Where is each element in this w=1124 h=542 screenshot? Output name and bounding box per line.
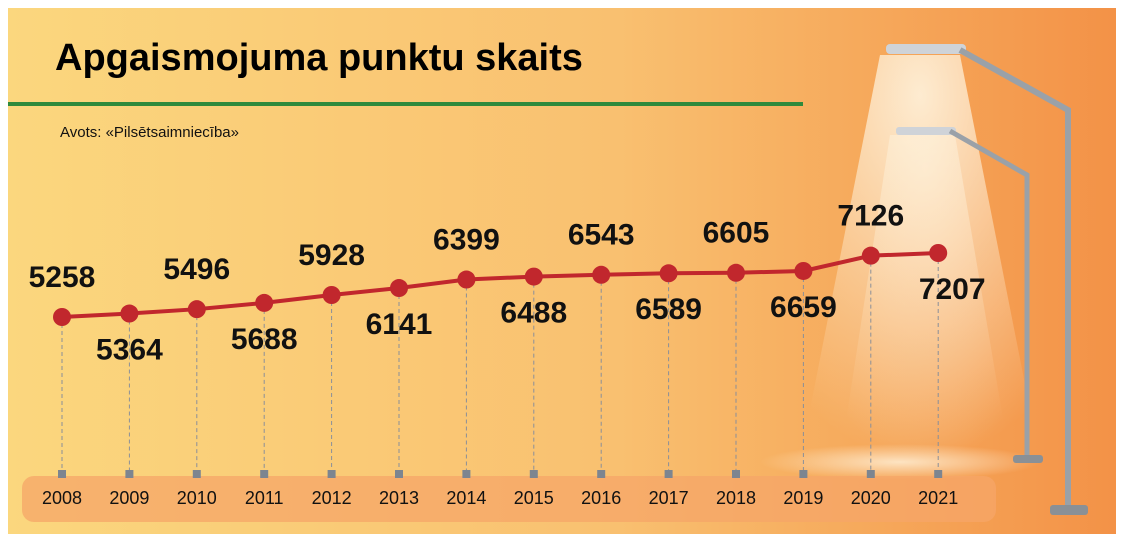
point xyxy=(255,294,273,312)
point xyxy=(323,286,341,304)
x-tick-label: 2013 xyxy=(379,488,419,508)
x-tick-label: 2020 xyxy=(851,488,891,508)
point xyxy=(929,244,947,262)
value-label: 7126 xyxy=(837,200,904,233)
value-label: 7207 xyxy=(919,273,986,306)
drop-marker xyxy=(867,470,875,478)
value-label: 5364 xyxy=(96,333,163,366)
x-tick-label: 2008 xyxy=(42,488,82,508)
value-label: 5258 xyxy=(29,261,96,294)
lamp-head xyxy=(896,127,956,135)
x-tick-label: 2010 xyxy=(177,488,217,508)
point xyxy=(188,300,206,318)
point xyxy=(525,268,543,286)
drop-marker xyxy=(462,470,470,478)
chart-title: Apgaismojuma punktu skaits xyxy=(55,37,583,79)
x-tick-label: 2012 xyxy=(312,488,352,508)
value-label: 5496 xyxy=(163,253,230,286)
x-tick-label: 2009 xyxy=(109,488,149,508)
drop-marker xyxy=(799,470,807,478)
point xyxy=(120,305,138,323)
point xyxy=(862,247,880,265)
drop-marker xyxy=(732,470,740,478)
value-label: 6488 xyxy=(500,297,567,330)
title-rule xyxy=(8,102,803,106)
point xyxy=(660,264,678,282)
x-tick-label: 2015 xyxy=(514,488,554,508)
x-tick-label: 2016 xyxy=(581,488,621,508)
point xyxy=(592,266,610,284)
drop-marker xyxy=(934,470,942,478)
lamp-base xyxy=(1013,455,1043,463)
point xyxy=(390,279,408,297)
value-label: 6589 xyxy=(635,293,702,326)
lamp-base xyxy=(1050,505,1088,515)
chart-subtitle: Avots: «Pilsētsaimniecība» xyxy=(60,124,239,141)
drop-marker xyxy=(193,470,201,478)
chart: Apgaismojuma punktu skaits Avots: «Pilsē… xyxy=(0,0,1124,542)
lamp-head xyxy=(886,44,966,54)
value-label: 6605 xyxy=(703,217,770,250)
point xyxy=(727,264,745,282)
drop-marker xyxy=(328,470,336,478)
drop-marker xyxy=(125,470,133,478)
x-tick-label: 2019 xyxy=(783,488,823,508)
x-tick-label: 2017 xyxy=(649,488,689,508)
value-label: 6399 xyxy=(433,223,500,256)
point xyxy=(53,308,71,326)
drop-marker xyxy=(58,470,66,478)
drop-marker xyxy=(597,470,605,478)
value-label: 6141 xyxy=(366,308,433,341)
drop-marker xyxy=(395,470,403,478)
drop-marker xyxy=(665,470,673,478)
value-label: 5928 xyxy=(298,239,365,272)
x-tick-label: 2014 xyxy=(446,488,486,508)
point xyxy=(794,262,812,280)
point xyxy=(457,271,475,289)
value-label: 6543 xyxy=(568,219,635,252)
value-label: 5688 xyxy=(231,323,298,356)
drop-marker xyxy=(530,470,538,478)
drop-marker xyxy=(260,470,268,478)
x-tick-label: 2021 xyxy=(918,488,958,508)
x-tick-label: 2011 xyxy=(245,488,284,508)
x-tick-label: 2018 xyxy=(716,488,756,508)
value-label: 6659 xyxy=(770,291,837,324)
